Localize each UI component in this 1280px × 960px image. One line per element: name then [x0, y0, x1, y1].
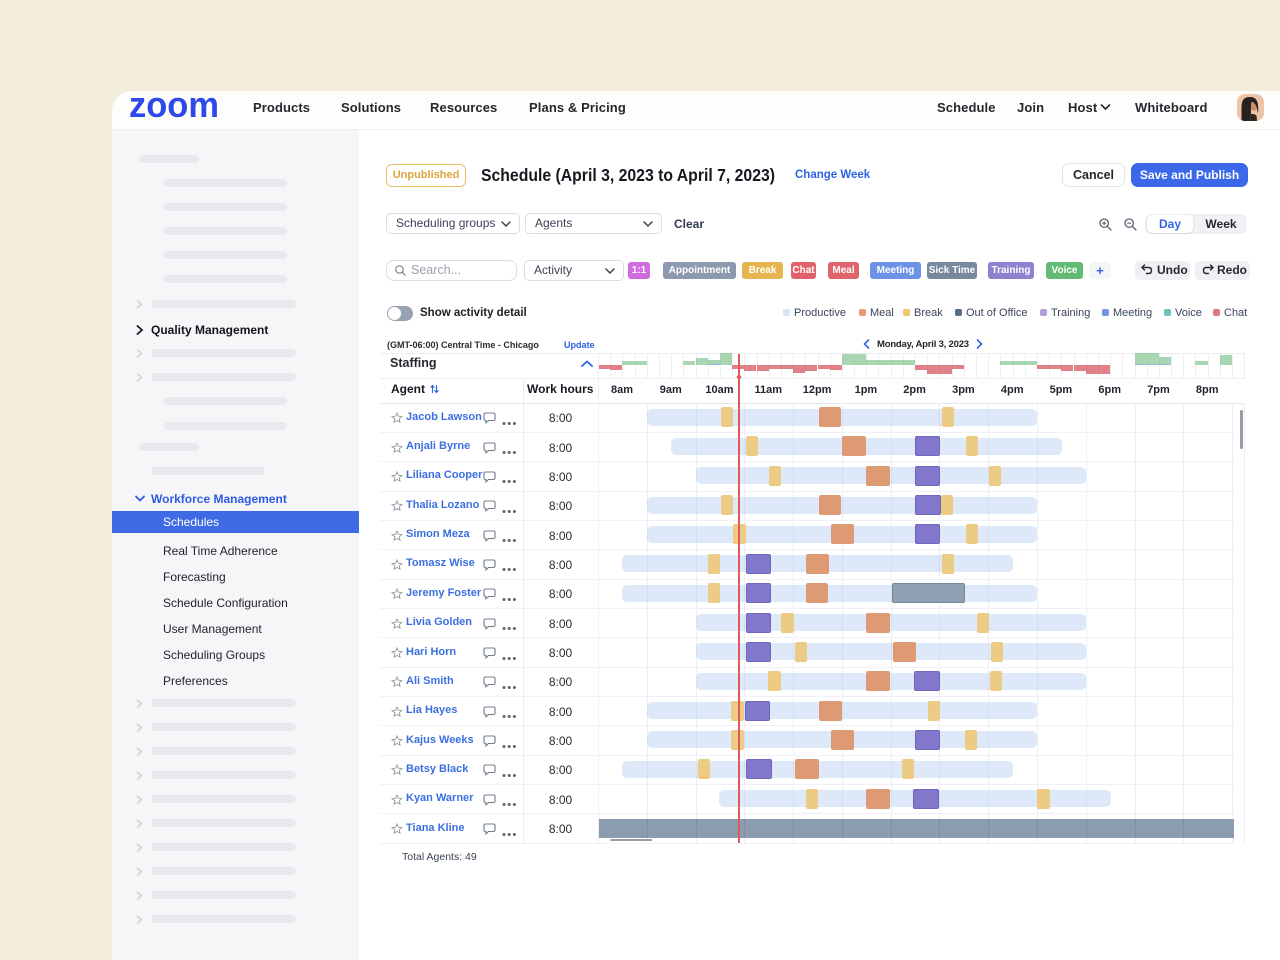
svg-text:Schedule (April 3, 2023 to Apr: Schedule (April 3, 2023 to April 7, 2023…: [481, 165, 775, 185]
svg-text:zoom: zoom: [129, 92, 219, 122]
